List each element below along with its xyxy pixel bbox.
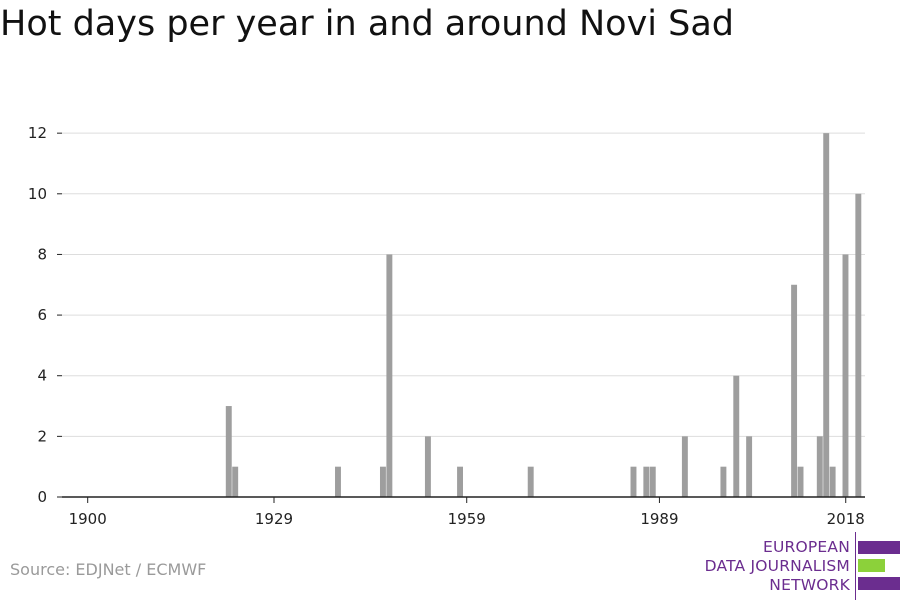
bar-2018 [842,254,849,497]
x-tick-label-2018: 2018 [827,510,865,528]
bar-2015 [823,133,830,497]
y-tick-label-2: 2 [37,427,47,445]
logo-text-line-1: EUROPEAN [762,538,850,556]
bar-2001 [733,375,740,497]
bar-2014 [816,436,823,497]
y-tick-label-4: 4 [37,367,47,385]
bar-1947 [386,254,393,497]
bar-2020 [855,193,862,498]
bar-2010 [791,284,798,497]
logo-bar-green [858,559,885,572]
source-note: Source: EDJNet / ECMWF [10,560,207,579]
bar-2016 [829,466,836,497]
logo-text-line-2: DATA JOURNALISM [704,557,850,575]
bar-1922 [225,406,232,497]
edjnet-logo[interactable]: EUROPEAN DATA JOURNALISM NETWORK [700,530,900,600]
bar-1939 [335,466,341,497]
logo-text-line-3: NETWORK [769,576,850,594]
logo-divider [855,532,856,600]
bar-1987 [643,466,650,497]
bar-2003 [746,436,753,497]
chart-title: Hot days per year in and around Novi Sad [0,4,735,44]
bar-1923 [232,466,239,497]
bar-1969 [527,466,534,497]
bar-1946 [379,466,386,497]
x-tick-label-1900: 1900 [69,510,107,528]
x-tick-label-1959: 1959 [448,510,486,528]
bar-1958 [457,466,463,497]
y-tick-label-12: 12 [28,124,47,142]
x-tick-label-1929: 1929 [255,510,293,528]
bar-1988 [649,466,656,497]
bar-1985 [630,466,637,497]
bar-1953 [424,436,431,497]
y-tick-label-6: 6 [37,306,47,324]
bar-2011 [797,466,804,497]
bar-1999 [720,466,727,497]
x-tick-label-1989: 1989 [640,510,678,528]
logo-bar-purple-bottom [858,577,900,590]
bar-1993 [681,436,688,497]
y-tick-label-0: 0 [37,488,47,506]
y-tick-label-10: 10 [28,185,47,203]
logo-bar-purple-top [858,541,900,554]
y-tick-label-8: 8 [37,245,47,263]
